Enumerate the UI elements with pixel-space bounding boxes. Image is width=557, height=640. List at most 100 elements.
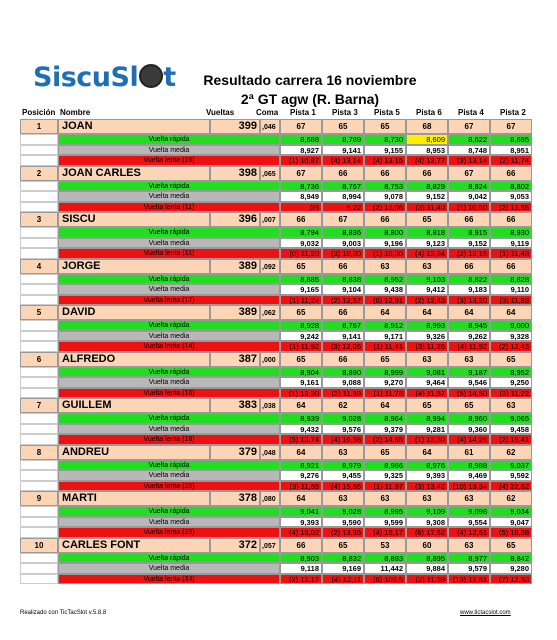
lap-time: 8,927: [280, 144, 322, 155]
spacer: [20, 516, 58, 527]
lap-time: (4) 14,26: [448, 434, 490, 445]
track-laps: 65: [364, 119, 406, 134]
lap-time: 8,993: [406, 320, 448, 331]
row-label: Vuelta media: [58, 377, 280, 388]
lap-time: (2) 12,17: [280, 573, 322, 584]
lap-time: 8,748: [448, 144, 490, 155]
result-block: 7 GUILLEM 383,038 64 62 64 65 65 63 Vuelta rápida…: [20, 398, 532, 445]
lap-time: (6) 17,62: [406, 527, 448, 538]
slow-lap-row: Vuelta lenta (25) (3) 11,65 (4) 15,55 (1) 1…: [20, 480, 532, 491]
row-label: Vuelta media: [58, 237, 280, 248]
track-laps: 66: [490, 212, 532, 227]
spacer: [20, 155, 58, 166]
laps-total: 398: [210, 165, 260, 181]
track-laps: 67: [280, 165, 322, 181]
result-block: 9 MARTI 378,080 64 63 63 63 63 62 Vuelta rápida 9,…: [20, 491, 532, 538]
lap-time: (2) 14,85: [364, 434, 406, 445]
track-laps: 66: [364, 165, 406, 181]
lap-time: (3) 11,22: [490, 387, 532, 398]
lap-time: (3) 11,26: [406, 341, 448, 352]
track-laps: 63: [364, 491, 406, 506]
row-label: Vuelta lenta (17): [58, 294, 280, 305]
lap-time: 9,065: [490, 413, 532, 424]
track-laps: 64: [280, 491, 322, 506]
track-laps: 65: [322, 119, 364, 134]
driver-name: CARLES FONT: [58, 537, 210, 553]
lap-time: 9,118: [280, 563, 322, 574]
footer-link[interactable]: www.tictacslot.com: [460, 610, 511, 616]
fast-lap-row: Vuelta rápida 9,041 9,028 8,995 9,109 9,098 9,…: [20, 506, 532, 517]
track-laps: 66: [322, 351, 364, 367]
lap-time: 9,458: [490, 423, 532, 434]
spacer: [20, 273, 58, 284]
lap-time: (3) 12,05: [322, 341, 364, 352]
slow-lap-row: Vuelta lenta (25) (4) 15,02 (2) 13,65 (4) 1…: [20, 527, 532, 538]
page-subtitle: 2ª GT agw (R. Barna): [240, 91, 380, 107]
laps-fraction: ,057: [260, 537, 280, 553]
lap-time: 9,250: [490, 377, 532, 388]
lap-time: 8,767: [322, 180, 364, 191]
lap-time: 9,034: [490, 506, 532, 517]
result-block: 10 CARLES FONT 372,057 66 65 53 60 63 65 Vuelta r…: [20, 537, 532, 584]
table-header: Posición Nombre Vueltas Coma Pista 1 Pis…: [20, 108, 531, 119]
spacer: [20, 459, 58, 470]
row-label: Vuelta media: [58, 144, 280, 155]
lap-time: 8,824: [448, 180, 490, 191]
driver-name: JORGE: [58, 258, 210, 274]
laps-fraction: ,065: [260, 165, 280, 181]
track-laps: 65: [406, 398, 448, 413]
track-laps: 63: [490, 398, 532, 413]
header-posicion: Posición: [22, 108, 56, 117]
row-label: Vuelta lenta (16): [58, 155, 280, 166]
spacer: [20, 248, 58, 259]
lap-time: 9,028: [322, 506, 364, 517]
lap-time: 8,912: [364, 320, 406, 331]
avg-lap-row: Vuelta media 9,165 9,104 9,438 9,412 9,183 9,1…: [20, 284, 532, 295]
track-laps: 64: [364, 305, 406, 320]
lap-time: 8,904: [280, 366, 322, 377]
row-label: Vuelta rápida: [58, 506, 280, 517]
slow-lap-row: Vuelta lenta (34) (2) 12,17 (4) 12,11 (6) 1…: [20, 573, 532, 584]
spacer: [20, 470, 58, 481]
lap-time: 9,455: [322, 470, 364, 481]
header-pista: Pista 6: [416, 108, 442, 117]
lap-time: 9,041: [280, 506, 322, 517]
spacer: [20, 480, 58, 491]
track-laps: 65: [280, 351, 322, 367]
spacer: [20, 134, 58, 145]
laps-total: 387: [210, 351, 260, 367]
lap-time: 8,952: [364, 273, 406, 284]
position-cell: 7: [20, 398, 58, 413]
position-cell: 6: [20, 351, 58, 367]
avg-lap-row: Vuelta media 9,032 9,003 9,196 9,123 9,152 9,1…: [20, 237, 532, 248]
position-cell: 1: [20, 119, 58, 134]
lap-time: 8,688: [280, 134, 322, 145]
lap-time: 9,579: [448, 563, 490, 574]
lap-time: 9,432: [280, 423, 322, 434]
track-laps: 63: [406, 258, 448, 274]
spacer: [20, 320, 58, 331]
lap-time: (4) 15,55: [322, 480, 364, 491]
spacer: [20, 573, 58, 584]
track-laps: 65: [364, 351, 406, 367]
lap-time: (4) 11,67: [406, 387, 448, 398]
lap-time: (2) 12,43: [406, 294, 448, 305]
track-laps: 68: [406, 119, 448, 134]
header-pista: Pista 1: [290, 108, 316, 117]
lap-time: (2) 15,41: [490, 434, 532, 445]
lap-time: 9,109: [406, 506, 448, 517]
laps-total: 378: [210, 491, 260, 506]
lap-time: 9,152: [406, 191, 448, 202]
lap-time: 9,000: [490, 320, 532, 331]
lap-time: 9,152: [448, 237, 490, 248]
lap-time: (4) 15,02: [280, 527, 322, 538]
spacer: [20, 180, 58, 191]
slow-lap-row: Vuelta lenta (18) (5) 13,74 (4) 16,58 (2) 1…: [20, 434, 532, 445]
row-label: Vuelta media: [58, 470, 280, 481]
lap-time: 8,789: [322, 134, 364, 145]
track-laps: 64: [490, 305, 532, 320]
lap-time: 8,829: [406, 180, 448, 191]
laps-fraction: ,062: [260, 305, 280, 320]
driver-name: SISCU: [58, 212, 210, 227]
row-label: Vuelta rápida: [58, 413, 280, 424]
